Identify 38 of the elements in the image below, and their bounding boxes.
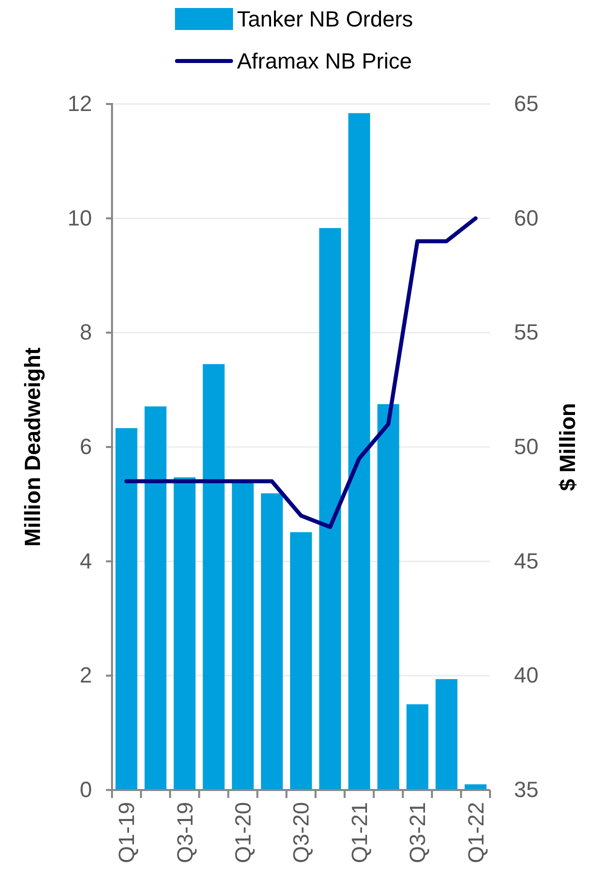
x-tick-label: Q3-20 [288, 802, 314, 864]
x-tick-label: Q1-22 [463, 802, 488, 864]
x-tick-label: Q3-21 [405, 802, 430, 864]
y2-axis-title: $ Million [555, 403, 580, 491]
x-tick-label: Q1-20 [230, 802, 256, 864]
bar [436, 679, 458, 790]
bar [406, 704, 428, 790]
y2-tick-label: 45 [514, 548, 538, 574]
line-series [124, 216, 478, 530]
x-tick-label: Q1-21 [346, 802, 372, 864]
y2-tick-label: 40 [514, 662, 538, 688]
bar [319, 228, 342, 790]
y-axis-title: Million Deadweight [20, 346, 45, 547]
y-tick-label: 8 [80, 320, 92, 345]
y-tick-label: 2 [80, 662, 92, 688]
bar [232, 481, 254, 790]
y2-tick-label: 65 [514, 91, 538, 116]
y-tick-label: 0 [80, 777, 92, 802]
y-tick-label: 10 [68, 205, 92, 230]
y2-tick-label: 55 [514, 320, 538, 345]
legend-label: Tanker NB Orders [237, 6, 414, 32]
bar [174, 477, 196, 790]
bar [260, 493, 283, 790]
y2-tick-label: 35 [514, 777, 538, 802]
bar [377, 404, 400, 790]
x-tick-label: Q3-19 [172, 802, 198, 864]
y-tick-label: 12 [68, 91, 92, 116]
bar [115, 428, 138, 790]
bar [290, 532, 312, 790]
bar [348, 113, 370, 790]
x-tick-label: Q1-19 [114, 802, 140, 864]
bar [202, 364, 225, 790]
bar [144, 406, 166, 790]
y-tick-label: 6 [80, 434, 92, 460]
y2-tick-label: 60 [514, 205, 538, 230]
legend-label: Aframax NB Price [237, 48, 412, 74]
y2-tick-label: 50 [514, 434, 538, 460]
y-tick-label: 4 [80, 548, 92, 574]
